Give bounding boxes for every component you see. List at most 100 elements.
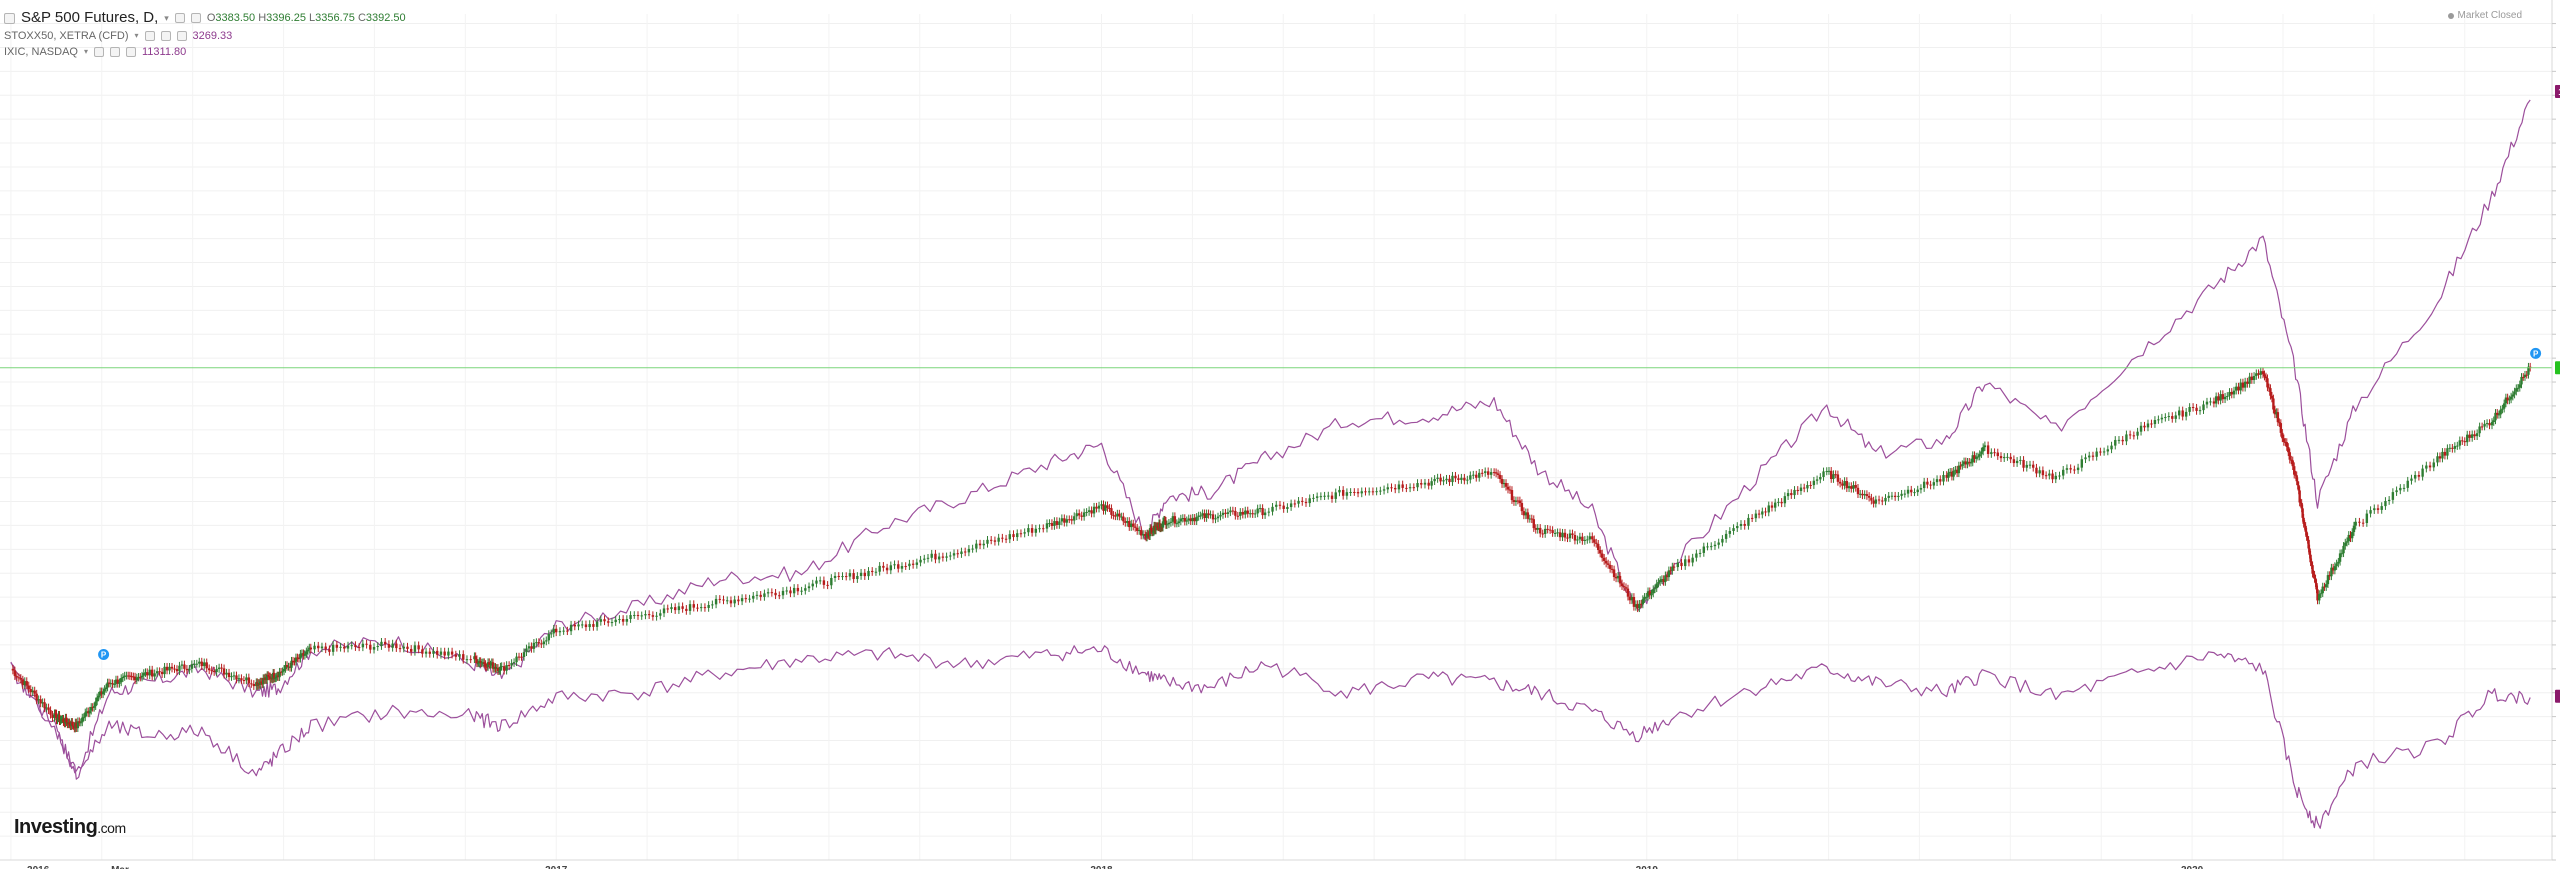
candle-body [659, 613, 662, 616]
candle-body [160, 671, 164, 675]
candle-body [203, 662, 206, 667]
candle-body [130, 676, 133, 678]
candle-body [2480, 426, 2484, 428]
candle-body [92, 706, 96, 708]
candle-body [198, 661, 201, 664]
candle-body [1767, 505, 1770, 513]
candle-body [2315, 583, 2318, 590]
candle-body [1019, 533, 1023, 535]
settings-icon[interactable] [160, 31, 171, 41]
candle-body [692, 604, 695, 608]
candle-body [450, 651, 454, 655]
candle-body [1536, 527, 1539, 530]
candle-body [2209, 401, 2212, 403]
candle-body [714, 598, 718, 605]
candle-body [1743, 523, 1746, 526]
chevron-down-icon[interactable]: ▾ [134, 31, 139, 40]
candle-body [2281, 432, 2284, 439]
candle-body [1595, 542, 1598, 544]
candle-body [2421, 468, 2424, 477]
candle-body [2032, 464, 2035, 468]
candle-body [1739, 523, 1743, 527]
candle-body [2513, 391, 2516, 395]
candle-body [2496, 412, 2499, 415]
candle-body [845, 576, 848, 578]
legend-stoxx-row[interactable]: STOXX50, XETRA (CFD) ▾ 3269.33 [4, 28, 406, 44]
candle-body [2303, 523, 2306, 526]
visibility-toggle-icon[interactable] [93, 47, 104, 57]
candle-body [1612, 569, 1616, 578]
candle-body [1110, 508, 1113, 515]
candle-body [1430, 481, 1433, 486]
candle-body [165, 666, 169, 671]
candle-body [133, 676, 137, 681]
candle-body [2038, 470, 2041, 474]
candle-body [1919, 488, 1923, 490]
candle-body [1267, 511, 1271, 513]
candle-body [158, 671, 161, 673]
candle-body [2391, 492, 2395, 500]
legend-main-row[interactable]: S&P 500 Futures, D, ▾ O3383.50 H3396.25 … [4, 8, 406, 28]
candle-body [1508, 489, 1512, 491]
candle-body [443, 651, 446, 656]
candle-body [722, 599, 725, 601]
candle-body [41, 702, 44, 704]
candle-body [324, 646, 327, 650]
candle-body [142, 673, 145, 676]
candle-body [1319, 496, 1323, 498]
candle-body [1648, 591, 1651, 596]
candle-body [1530, 518, 1533, 520]
candle-body [1522, 511, 1526, 516]
ixic-symbol-label[interactable]: IXIC, NASDAQ [4, 46, 78, 58]
main-symbol-label[interactable]: S&P 500 Futures, D, [21, 9, 159, 26]
candle-body [300, 653, 304, 655]
candle-body [2410, 478, 2413, 481]
candle-body [599, 619, 603, 622]
chevron-down-icon[interactable]: ▾ [83, 47, 88, 56]
candle-body [1736, 526, 1739, 529]
collapse-toggle-icon[interactable] [4, 12, 15, 24]
candle-body [1641, 599, 1645, 605]
candle-body [897, 564, 900, 569]
candle-body [245, 677, 248, 681]
candle-body [2395, 490, 2398, 493]
visibility-toggle-icon[interactable] [144, 31, 155, 41]
candle-body [1806, 484, 1809, 489]
candle-body [2278, 422, 2281, 424]
candle-body [1275, 504, 1278, 507]
stoxx-value: 3269.33 [192, 30, 233, 42]
candle-body [2235, 386, 2238, 391]
visibility-toggle-icon[interactable] [174, 13, 185, 23]
legend-ixic-row[interactable]: IXIC, NASDAQ ▾ 11311.80 [4, 44, 406, 60]
candle-body [1566, 537, 1569, 539]
candle-body [1297, 500, 1300, 504]
chevron-down-icon[interactable]: ▾ [164, 13, 169, 23]
candle-body [1082, 512, 1086, 517]
remove-icon[interactable] [125, 47, 136, 57]
candle-body [530, 646, 533, 649]
candle-body [1367, 491, 1371, 493]
candle-body [1160, 527, 1164, 529]
candle-body [1695, 553, 1698, 558]
candle-body [1578, 536, 1582, 540]
candle-body [140, 675, 144, 678]
candle-body [128, 675, 132, 677]
candle-body [2188, 407, 2191, 412]
settings-icon[interactable] [109, 47, 120, 57]
candle-body [1583, 539, 1587, 541]
candle-body [2438, 456, 2442, 459]
candle-body [2298, 490, 2301, 503]
stoxx-symbol-label[interactable]: STOXX50, XETRA (CFD) [4, 30, 129, 42]
candle-body [31, 690, 34, 693]
remove-icon[interactable] [176, 31, 187, 41]
candle-body [1214, 518, 1217, 520]
candle-body [1249, 513, 1252, 515]
chart-grid [0, 14, 2552, 861]
candle-body [1770, 505, 1774, 508]
candle-body [1728, 530, 1732, 534]
candle-body [545, 640, 548, 642]
candle-body [1969, 462, 1973, 464]
candle-body [1137, 530, 1141, 532]
settings-icon[interactable] [190, 13, 201, 23]
